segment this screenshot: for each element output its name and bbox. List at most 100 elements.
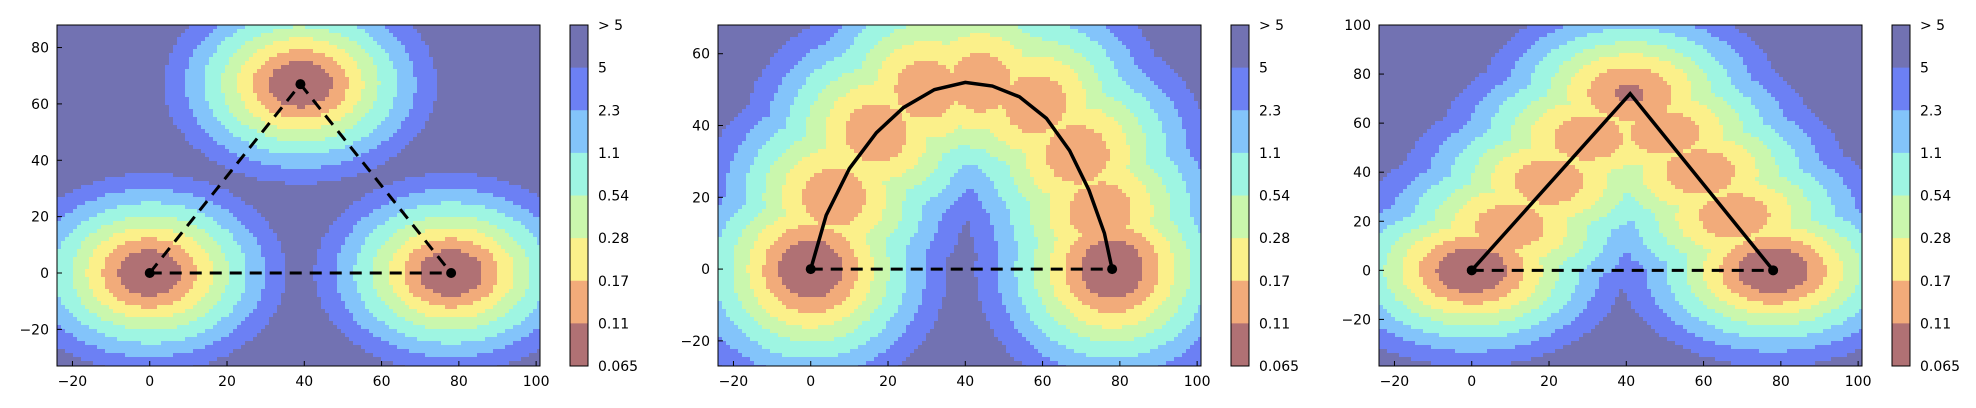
colorbar-label: 1.1 bbox=[598, 146, 620, 162]
colorbar-band bbox=[1892, 195, 1910, 239]
x-tick-label: 40 bbox=[956, 374, 974, 390]
y-tick-label: 0 bbox=[701, 262, 710, 278]
colorbar-label: 0.065 bbox=[598, 359, 638, 375]
source-point bbox=[1107, 264, 1118, 275]
colorbar-band bbox=[570, 280, 588, 324]
colorbar-1: > 5 5 2.3 1.1 0.54 0.28 0.17 0.11 0.065 bbox=[569, 18, 638, 375]
y-tick-label: 20 bbox=[692, 190, 710, 206]
colorbar-label: 0.17 bbox=[1920, 274, 1951, 290]
colorbar-band bbox=[1892, 25, 1910, 69]
colorbar-band bbox=[570, 67, 588, 111]
colorbar-label: > 5 bbox=[598, 18, 623, 34]
colorbar-label: 0.28 bbox=[598, 231, 629, 247]
contour-field bbox=[57, 25, 540, 366]
solid-path bbox=[1470, 90, 1775, 272]
colorbar-band bbox=[570, 152, 588, 196]
colorbar-label: 5 bbox=[1920, 61, 1929, 77]
y-tick-label: 40 bbox=[31, 153, 49, 169]
colorbar-band bbox=[1892, 152, 1910, 196]
x-tick-label: 60 bbox=[1034, 374, 1052, 390]
axes-frame bbox=[1378, 24, 1863, 367]
contour-field bbox=[1379, 25, 1862, 366]
colorbar-band bbox=[1892, 238, 1910, 282]
colorbar-label: 0.28 bbox=[1920, 231, 1951, 247]
colorbar-band bbox=[570, 195, 588, 239]
colorbar-band bbox=[1231, 323, 1249, 367]
source-point bbox=[805, 264, 816, 275]
colorbar-label: 2.3 bbox=[1920, 103, 1942, 119]
axes-frame bbox=[56, 24, 541, 367]
x-tick-label: 20 bbox=[218, 374, 236, 390]
colorbar-label: > 5 bbox=[1920, 18, 1945, 34]
colorbar-label: 0.17 bbox=[598, 274, 629, 290]
y-tick-label: 60 bbox=[692, 47, 710, 63]
source-point bbox=[295, 79, 306, 90]
colorbar-label: 0.065 bbox=[1920, 359, 1960, 375]
y-tick-label: 60 bbox=[1353, 116, 1371, 132]
colorbar-band bbox=[570, 25, 588, 69]
x-tick-label: 0 bbox=[806, 374, 815, 390]
colorbar-label: 2.3 bbox=[1259, 103, 1281, 119]
colorbar-label: 5 bbox=[1259, 61, 1268, 77]
x-tick-label: 80 bbox=[1772, 374, 1790, 390]
y-tick-label: −20 bbox=[1341, 312, 1371, 328]
x-tick-label: 0 bbox=[145, 374, 154, 390]
contour-panel-2: −20 0 20 40 60 80 100 −20 0 20 40 60 bbox=[680, 24, 1211, 390]
colorbar-label: 0.28 bbox=[1259, 231, 1290, 247]
colorbar-band bbox=[1231, 25, 1249, 69]
colorbar-label: 1.1 bbox=[1259, 146, 1281, 162]
colorbar-band bbox=[570, 238, 588, 282]
x-tick-label: 80 bbox=[450, 374, 468, 390]
colorbar-band bbox=[1231, 195, 1249, 239]
colorbar-band bbox=[1231, 152, 1249, 196]
axes-frame bbox=[717, 24, 1202, 367]
y-tick-label: 60 bbox=[31, 97, 49, 113]
source-point bbox=[1466, 265, 1477, 276]
x-tick-label: 80 bbox=[1111, 374, 1129, 390]
source-point bbox=[1768, 265, 1779, 276]
colorbar-band bbox=[1231, 280, 1249, 324]
x-tick-label: 60 bbox=[373, 374, 391, 390]
colorbar-label: 0.54 bbox=[598, 189, 629, 205]
x-tick-label: 20 bbox=[1540, 374, 1558, 390]
y-tick-label: −20 bbox=[19, 322, 49, 338]
y-tick-label: 20 bbox=[31, 210, 49, 226]
source-point bbox=[446, 268, 457, 278]
x-tick-label: 40 bbox=[295, 374, 313, 390]
contour-panel-1: −20 0 20 40 60 80 100 −20 0 20 40 60 80 bbox=[19, 24, 550, 390]
y-tick-label: 80 bbox=[31, 41, 49, 57]
y-tick-label: 40 bbox=[1353, 165, 1371, 181]
colorbar-band bbox=[1231, 110, 1249, 154]
source-point bbox=[144, 268, 155, 278]
colorbar-label: 2.3 bbox=[598, 103, 620, 119]
colorbar-label: 0.11 bbox=[1920, 316, 1951, 332]
colorbar-band bbox=[1892, 67, 1910, 111]
x-tick-label: 60 bbox=[1695, 374, 1713, 390]
solid-path bbox=[809, 80, 1114, 270]
colorbar-2: > 5 5 2.3 1.1 0.54 0.28 0.17 0.11 0.065 bbox=[1230, 18, 1299, 375]
x-tick-label: −20 bbox=[58, 374, 88, 390]
colorbar-label: 1.1 bbox=[1920, 146, 1942, 162]
y-tick-label: 100 bbox=[1344, 18, 1371, 34]
contour-panel-3: −20 0 20 40 60 80 100 −20 0 20 40 60 80 100 bbox=[1341, 18, 1871, 390]
x-tick-label: 20 bbox=[879, 374, 897, 390]
y-tick-label: 20 bbox=[1353, 214, 1371, 230]
colorbar-label: 0.54 bbox=[1259, 189, 1290, 205]
colorbar-band bbox=[1231, 238, 1249, 282]
y-tick-label: 80 bbox=[1353, 67, 1371, 83]
x-tick-label: 0 bbox=[1467, 374, 1476, 390]
colorbar-band bbox=[1892, 110, 1910, 154]
colorbar-label: 5 bbox=[598, 61, 607, 77]
x-tick-label: 40 bbox=[1617, 374, 1635, 390]
colorbar-band bbox=[1231, 67, 1249, 111]
dashed-path bbox=[299, 83, 453, 274]
y-tick-label: 0 bbox=[40, 266, 49, 282]
colorbar-3: > 5 5 2.3 1.1 0.54 0.28 0.17 0.11 0.065 bbox=[1891, 18, 1960, 375]
y-tick-label: 0 bbox=[1362, 263, 1371, 279]
x-tick-label: −20 bbox=[1380, 374, 1410, 390]
colorbar-label: 0.065 bbox=[1259, 359, 1299, 375]
x-tick-label: 100 bbox=[523, 374, 550, 390]
x-tick-label: −20 bbox=[719, 374, 749, 390]
colorbar-label: > 5 bbox=[1259, 18, 1284, 34]
